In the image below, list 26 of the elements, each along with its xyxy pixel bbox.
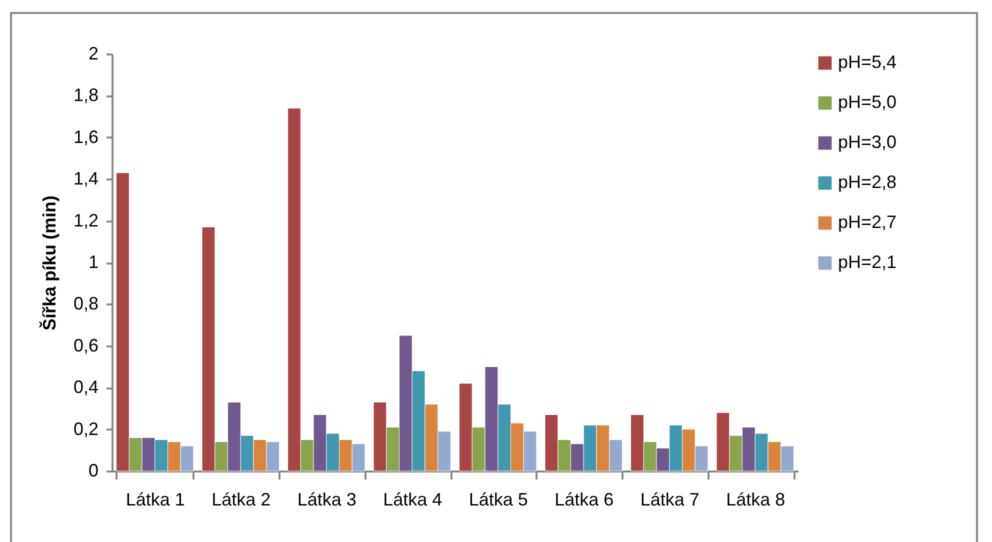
- x-tick-label: Látka 5: [468, 490, 528, 510]
- y-tick-label: 1,6: [73, 126, 98, 147]
- x-tick-label: Látka 4: [383, 490, 442, 510]
- y-tick-label: 0: [88, 460, 98, 480]
- y-tick-label: 1,4: [73, 168, 98, 189]
- y-tick-label: 2: [88, 44, 98, 64]
- x-tick-label: Látka 8: [726, 490, 786, 510]
- x-tick-label: Látka 3: [297, 490, 356, 510]
- legend-label: pH=2,8: [838, 172, 897, 192]
- y-tick-label: 0,2: [73, 418, 98, 439]
- y-tick-label: 0,4: [73, 377, 98, 398]
- x-tick-label: Látka 2: [212, 490, 271, 510]
- y-tick-label: 0,6: [73, 335, 98, 356]
- legend-label: pH=5,4: [838, 52, 897, 72]
- legend-label: pH=2,7: [838, 212, 897, 232]
- y-tick-label: 0,8: [73, 294, 98, 314]
- x-tick-label: Látka 7: [640, 490, 700, 510]
- x-tick-label: Látka 1: [126, 490, 185, 510]
- y-tick-label: 1: [88, 252, 98, 272]
- legend-label: pH=5,0: [838, 92, 897, 112]
- legend-label: pH=3,0: [838, 132, 897, 152]
- x-tick-label: Látka 6: [554, 490, 614, 510]
- y-tick-label: 1,8: [73, 85, 98, 106]
- legend-label: pH=2,1: [838, 252, 897, 272]
- y-tick-label: 1,2: [73, 210, 98, 230]
- y-axis-title: Šířka píku (min): [38, 195, 60, 331]
